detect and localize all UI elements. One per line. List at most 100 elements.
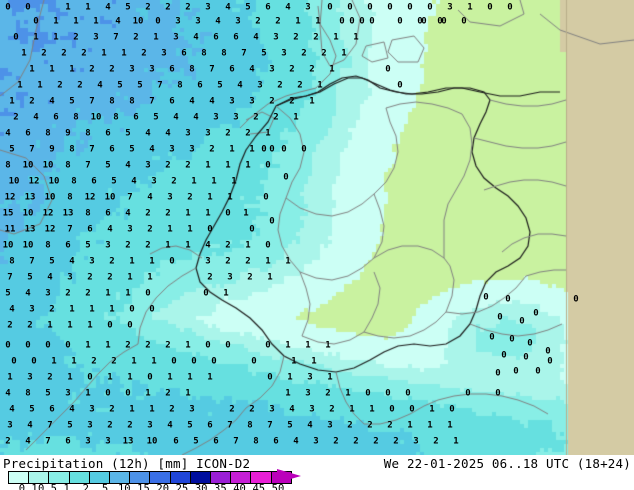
precipitation-value: 0 [367, 2, 373, 13]
precipitation-value: 0 [87, 372, 93, 383]
precipitation-value: 2 [393, 436, 399, 447]
precipitation-value: 0 [489, 332, 495, 343]
precipitation-value: 8 [9, 256, 15, 267]
precipitation-value: 3 [65, 388, 71, 399]
precipitation-value: 0 [249, 224, 255, 235]
precipitation-value: 1 [225, 160, 231, 171]
precipitation-value: 2 [5, 436, 11, 447]
precipitation-value: 0 [127, 320, 133, 331]
precipitation-value: 5 [69, 96, 75, 107]
precipitation-value: 3 [327, 420, 333, 431]
precipitation-value: 1 [125, 288, 131, 299]
precipitation-value: 1 [37, 80, 43, 91]
precipitation-value: 1 [285, 256, 291, 267]
precipitation-value: 3 [87, 420, 93, 431]
color-scale-tick: 5 [101, 483, 109, 490]
color-scale-segment [9, 472, 29, 483]
precipitation-value: 2 [109, 64, 115, 75]
precipitation-value: 0 [207, 224, 213, 235]
precipitation-value: 0 [465, 388, 471, 399]
precipitation-value: 0 [107, 320, 113, 331]
precipitation-value: 3 [149, 64, 155, 75]
precipitation-value: 3 [129, 64, 135, 75]
precipitation-value: 1 [223, 288, 229, 299]
precipitation-value: 0 [509, 334, 515, 345]
precipitation-value: 6 [109, 144, 115, 155]
precipitation-value: 3 [145, 160, 151, 171]
precipitation-value: 7 [89, 96, 95, 107]
precipitation-value: 4 [147, 192, 153, 203]
precipitation-value: 10 [132, 16, 144, 27]
color-scale-tick: 50 [271, 483, 285, 490]
precipitation-value: 6 [105, 128, 111, 139]
precipitation-value: 0 [545, 346, 551, 357]
precipitation-value: 7 [267, 420, 273, 431]
precipitation-value: 0 [301, 144, 307, 155]
precipitation-value: 1 [85, 2, 91, 13]
legend-valid-time: We 22-01-2025 06..18 UTC (18+24) [383, 456, 631, 471]
precipitation-value: 0 [261, 144, 267, 155]
precipitation-value: 8 [73, 112, 79, 123]
precipitation-value: 1 [185, 340, 191, 351]
precipitation-value: 2 [91, 356, 97, 367]
precipitation-value: 1 [407, 420, 413, 431]
precipitation-value: 1 [249, 144, 255, 155]
precipitation-value: 4 [167, 420, 173, 431]
precipitation-value: 5 [261, 48, 267, 59]
precipitation-value: 1 [429, 404, 435, 415]
precipitation-value: 1 [85, 388, 91, 399]
precipitation-value: 6 [49, 404, 55, 415]
precipitation-value: 2 [225, 240, 231, 251]
precipitation-value: 5 [85, 240, 91, 251]
precipitation-value: 1 [265, 256, 271, 267]
precipitation-value: 3 [205, 128, 211, 139]
precipitation-value: 12 [84, 192, 96, 203]
color-scale-tick: 10 [117, 483, 131, 490]
precipitation-value: 0 [33, 16, 39, 27]
precipitation-value: 1 [317, 80, 323, 91]
precipitation-map[interactable]: 0 0 1 1 4 5 2 2 2 3 4 5 6 4 3 0 0 0 0 0 0 3 1 0 0 0 1 1 1 4 10 0 3 3 4 3 2 2 1… [0, 0, 634, 455]
precipitation-value: 3 [269, 404, 275, 415]
precipitation-value: 5 [217, 80, 223, 91]
precipitation-value: 2 [169, 404, 175, 415]
precipitation-value: 6 [87, 224, 93, 235]
precipitation-value: 2 [301, 48, 307, 59]
precipitation-value: 2 [145, 2, 151, 13]
precipitation-value: 0 [573, 294, 579, 305]
precipitation-value: 2 [229, 404, 235, 415]
precipitation-value: 4 [215, 16, 221, 27]
precipitation-value: 4 [193, 32, 199, 43]
precipitation-value: 2 [209, 144, 215, 155]
precipitation-value: 0 [191, 356, 197, 367]
precipitation-value: 1 [65, 2, 71, 13]
precipitation-value: 1 [185, 208, 191, 219]
precipitation-value: 3 [169, 144, 175, 155]
precipitation-value: 3 [309, 404, 315, 415]
color-scale-segment [169, 472, 190, 483]
precipitation-value: 1 [207, 192, 213, 203]
color-scale-tick: 35 [214, 483, 227, 490]
precipitation-value: 0 [365, 388, 371, 399]
precipitation-value: 0 [25, 340, 31, 351]
precipitation-value: 7 [7, 272, 13, 283]
precipitation-value: 3 [447, 2, 453, 13]
precipitation-value: 4 [225, 2, 231, 13]
precipitation-value: 2 [61, 48, 67, 59]
precipitation-value: 0 [449, 404, 455, 415]
precipitation-value: 2 [41, 48, 47, 59]
precipitation-value: 2 [165, 388, 171, 399]
precipitation-value: 2 [309, 64, 315, 75]
precipitation-field-canvas[interactable] [0, 0, 634, 455]
precipitation-value: 3 [195, 16, 201, 27]
precipitation-value: 4 [5, 128, 11, 139]
precipitation-value: 1 [191, 176, 197, 187]
precipitation-value: 0 [149, 304, 155, 315]
precipitation-value: 1 [329, 64, 335, 75]
precipitation-value: 1 [447, 420, 453, 431]
precipitation-value: 5 [125, 128, 131, 139]
precipitation-value: 7 [85, 160, 91, 171]
precipitation-value: 0 [125, 388, 131, 399]
precipitation-value: 6 [207, 420, 213, 431]
legend-bar: Precipitation (12h) [mm] ICON-D2 We 22-0… [0, 455, 634, 490]
precipitation-value: 0 [389, 404, 395, 415]
